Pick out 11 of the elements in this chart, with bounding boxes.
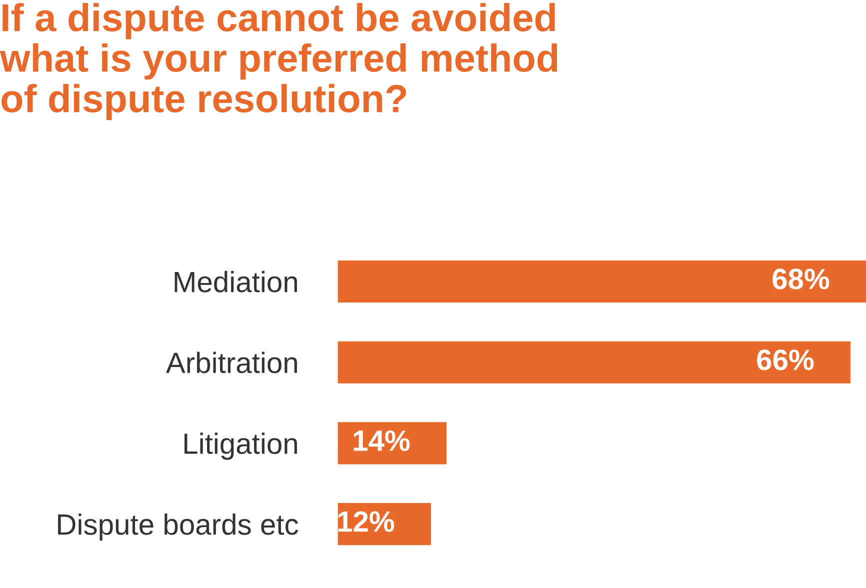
bar (338, 341, 850, 384)
y-tick-label: Dispute boards etc (58, 513, 298, 541)
data-label: 66% (757, 350, 814, 370)
data-label: 68% (772, 268, 830, 290)
data-label: 12% (338, 511, 394, 532)
chart-title: If a dispute cannot be avoided what is your preferred method of dispute resolution? (0, 2, 558, 120)
y-tick-label: Mediation (174, 270, 297, 292)
y-tick-label: Arbitration (166, 352, 297, 374)
data-label: 14% (354, 430, 410, 451)
y-tick-label: Litigation (184, 432, 297, 460)
bar (338, 260, 866, 303)
